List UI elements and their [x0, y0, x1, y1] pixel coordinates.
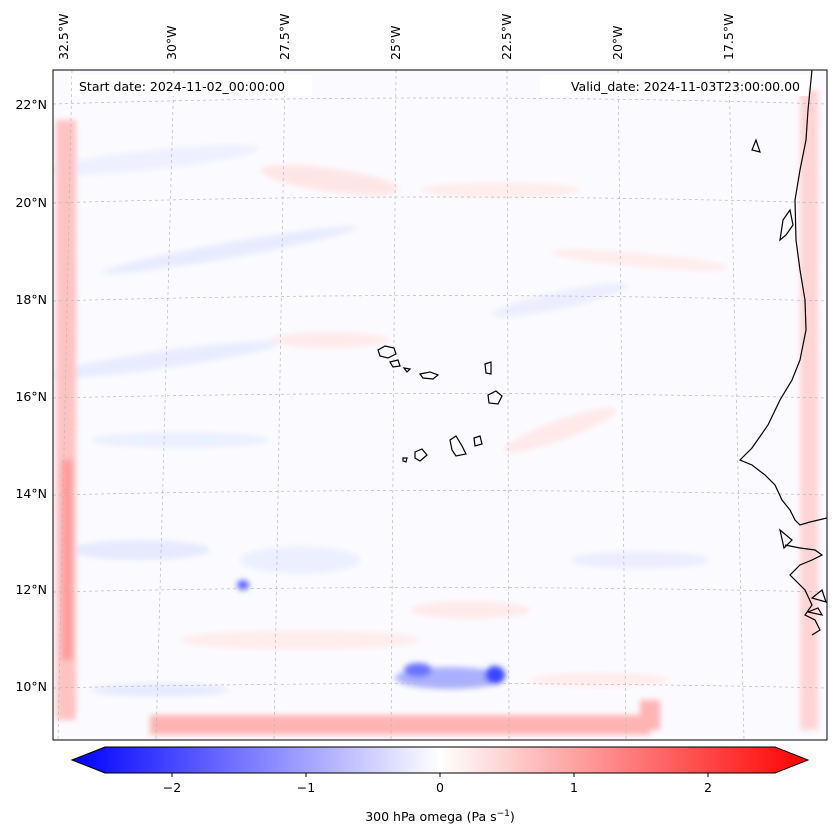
- map-area: [53, 70, 827, 740]
- start-date-label: Start date: 2024-11-02_00:00:00: [79, 79, 285, 94]
- colorbar: −2 −1 0 1 2 300 hPa omega (Pa s−1): [70, 746, 810, 824]
- map-frame: [52, 69, 828, 741]
- colorbar-tick-label: −2: [163, 780, 181, 795]
- lon-label: 30°W: [164, 25, 179, 60]
- african-coastline: [738, 70, 827, 526]
- guinea-bissau-coast: [784, 544, 824, 636]
- lon-label: 27.5°W: [277, 14, 292, 60]
- start-date-box: [72, 75, 312, 96]
- lat-label: 16°N: [15, 389, 47, 404]
- lon-labels: 32.5°W 30°W 27.5°W 25°W 22.5°W 20°W 17.5…: [56, 14, 736, 60]
- colorbar-tick-label: 0: [436, 780, 444, 795]
- valid-date-label: Valid_date: 2024-11-03T23:00:00.00: [571, 79, 800, 94]
- lon-label: 17.5°W: [721, 14, 736, 60]
- lon-label: 25°W: [388, 25, 403, 60]
- omega-field: [53, 90, 818, 735]
- lat-label: 14°N: [15, 486, 47, 501]
- colorbar-tick-label: 2: [704, 780, 712, 795]
- lon-label: 20°W: [610, 25, 625, 60]
- coastlines: [738, 70, 827, 636]
- lat-label: 10°N: [15, 679, 47, 694]
- cape-verde-islands: [377, 345, 503, 463]
- valid-date-box: [540, 75, 808, 96]
- lat-label: 18°N: [15, 292, 47, 307]
- colorbar-tick-label: −1: [297, 780, 315, 795]
- lon-label: 32.5°W: [56, 14, 71, 60]
- colorbar-label: 300 hPa omega (Pa s−1): [365, 809, 515, 824]
- colorbar-bar: [70, 746, 810, 774]
- colorbar-ticks: −2 −1 0 1 2: [163, 773, 712, 795]
- lon-label: 22.5°W: [499, 14, 514, 60]
- lat-label: 20°N: [15, 195, 47, 210]
- lat-labels: 22°N 20°N 18°N 16°N 14°N 12°N 10°N: [15, 97, 47, 694]
- colorbar-tick-label: 1: [570, 780, 578, 795]
- lat-label: 12°N: [15, 582, 47, 597]
- gridlines: [53, 70, 827, 740]
- lat-label: 22°N: [15, 97, 47, 112]
